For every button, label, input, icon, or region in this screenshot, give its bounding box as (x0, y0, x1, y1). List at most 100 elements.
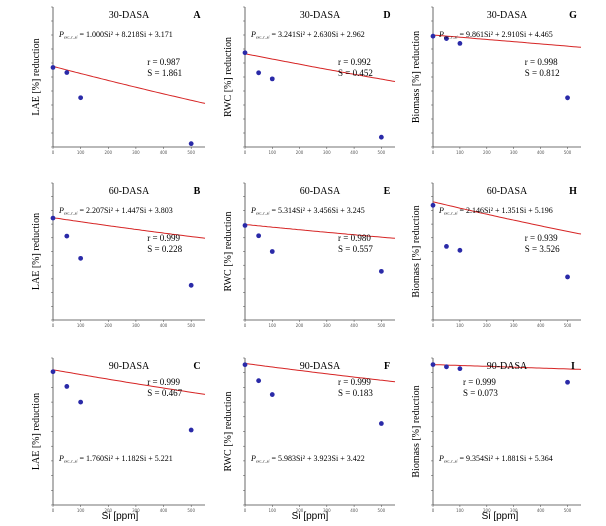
data-point (378, 268, 384, 274)
data-point (565, 379, 570, 385)
x-tick-label: 500 (378, 508, 386, 513)
x-tick-label: 300 (323, 508, 331, 513)
data-point (188, 282, 194, 288)
panel-letter: I (571, 361, 575, 372)
x-tick-label: 400 (350, 150, 358, 155)
data-point (78, 399, 84, 405)
y-axis-label: RWC [%] reduction (223, 212, 234, 292)
y-axis-label: Biomass [%] reduction (411, 385, 422, 477)
x-tick-label: 0 (432, 150, 435, 155)
data-point (64, 233, 70, 239)
x-tick-label: 500 (564, 150, 572, 155)
x-tick-label: 400 (537, 508, 545, 513)
r-value: r = 0.939 (525, 233, 558, 243)
data-point (378, 134, 384, 140)
x-tick-label: 100 (77, 508, 85, 513)
data-point (269, 76, 275, 82)
fit-curve (52, 369, 206, 395)
data-point (242, 223, 248, 228)
x-tick-label: 0 (432, 323, 435, 328)
data-point (64, 384, 70, 389)
panel-d: 0 100 200 300 400 500 30-DASA D Pexc_r_si = 3.24… (223, 6, 396, 155)
panel-letter: H (569, 186, 577, 197)
x-tick-label: 200 (296, 508, 304, 513)
panel-b: 0 100 200 300 400 500 60-DASA B Pexc_r_si = 2.20… (31, 182, 206, 328)
data-point (444, 244, 449, 249)
x-tick-label: 0 (244, 508, 247, 513)
data-point (444, 36, 449, 41)
data-point (256, 378, 262, 384)
x-tick-label: 500 (187, 508, 195, 513)
data-point (457, 366, 463, 372)
y-axis-label: LAE [%] reduction (31, 393, 42, 470)
regression-equation: Pexc_r_si = 3.241Si² + 2.630Si + 2.962 (250, 30, 365, 40)
x-tick-label: 200 (296, 150, 304, 155)
panel-i: 0 100 200 300 400 500 90-DASA I Pexc_r_si = 9.35… (411, 357, 582, 513)
stage-label: 30-DASA (487, 10, 528, 21)
x-tick-label: 100 (268, 323, 276, 328)
r-value: r = 0.999 (463, 377, 496, 387)
x-tick-label: 100 (456, 150, 464, 155)
fit-curve (244, 363, 396, 383)
data-point (269, 392, 275, 397)
x-tick-label: 200 (104, 323, 112, 328)
s-value: S = 1.861 (147, 68, 182, 78)
x-tick-label: 500 (187, 150, 195, 155)
x-axis-title-col1: Si [ppm] (102, 511, 139, 522)
panel-g: 0 100 200 300 400 500 30-DASA G Pexc_r_si = 9.86… (411, 6, 582, 155)
s-value: S = 0.452 (338, 68, 373, 78)
y-axis-label: Biomass [%] reduction (411, 31, 422, 123)
x-tick-label: 0 (52, 150, 55, 155)
stage-label: 60-DASA (487, 186, 528, 197)
x-tick-label: 400 (160, 150, 168, 155)
stage-label: 90-DASA (487, 361, 528, 372)
x-tick-label: 300 (323, 323, 331, 328)
x-tick-label: 300 (323, 150, 331, 155)
data-point (50, 369, 56, 375)
x-tick-label: 500 (564, 508, 572, 513)
fit-curve (244, 223, 396, 239)
x-tick-label: 500 (378, 323, 386, 328)
data-point (78, 255, 84, 261)
r-value: r = 0.999 (147, 233, 180, 243)
s-value: S = 0.467 (147, 388, 182, 398)
data-point (188, 141, 194, 147)
s-value: S = 0.228 (147, 244, 182, 254)
y-axis-label: Biomass [%] reduction (411, 205, 422, 297)
data-point (565, 95, 570, 101)
s-value: S = 3.526 (525, 244, 560, 254)
x-tick-label: 0 (52, 323, 55, 328)
x-tick-label: 300 (510, 150, 518, 155)
data-point (242, 50, 248, 56)
x-tick-label: 300 (132, 150, 140, 155)
x-tick-label: 100 (77, 323, 85, 328)
regression-equation: Pexc_r_si = 9.354Si² + 1.881Si + 5.364 (438, 454, 553, 464)
panel-letter: F (384, 361, 390, 372)
r-value: r = 0.992 (338, 57, 371, 67)
regression-equation: Pexc_r_si = 1.760Si² + 1.182Si + 5.221 (58, 454, 173, 464)
data-point (457, 41, 463, 46)
data-point (78, 95, 84, 101)
panel-letter: D (383, 10, 390, 21)
regression-equation: Pexc_r_si = 2.146Si² + 1.351Si + 5.196 (438, 206, 553, 216)
x-tick-label: 300 (510, 508, 518, 513)
stage-label: 60-DASA (109, 186, 150, 197)
fit-curve (432, 364, 582, 370)
x-tick-label: 400 (160, 323, 168, 328)
data-point (242, 362, 248, 368)
panel-letter: B (194, 186, 201, 197)
x-tick-label: 500 (564, 323, 572, 328)
s-value: S = 0.557 (338, 244, 373, 254)
s-value: S = 0.073 (463, 388, 498, 398)
x-axis-title-col3: Si [ppm] (482, 511, 519, 522)
panel-a: 0 100 200 300 400 500 30-DASA A Pexc_r_si = 1.00… (31, 6, 206, 155)
regression-equation: Pexc_r_si = 5.314Si² + 3.456Si + 3.245 (250, 206, 365, 216)
panel-letter: G (569, 10, 577, 21)
x-tick-label: 200 (104, 150, 112, 155)
y-axis-label: LAE [%] reduction (31, 213, 42, 290)
data-point (64, 70, 70, 75)
x-axis-title-col2: Si [ppm] (292, 511, 329, 522)
panel-letter: A (193, 10, 201, 21)
data-point (256, 70, 262, 76)
